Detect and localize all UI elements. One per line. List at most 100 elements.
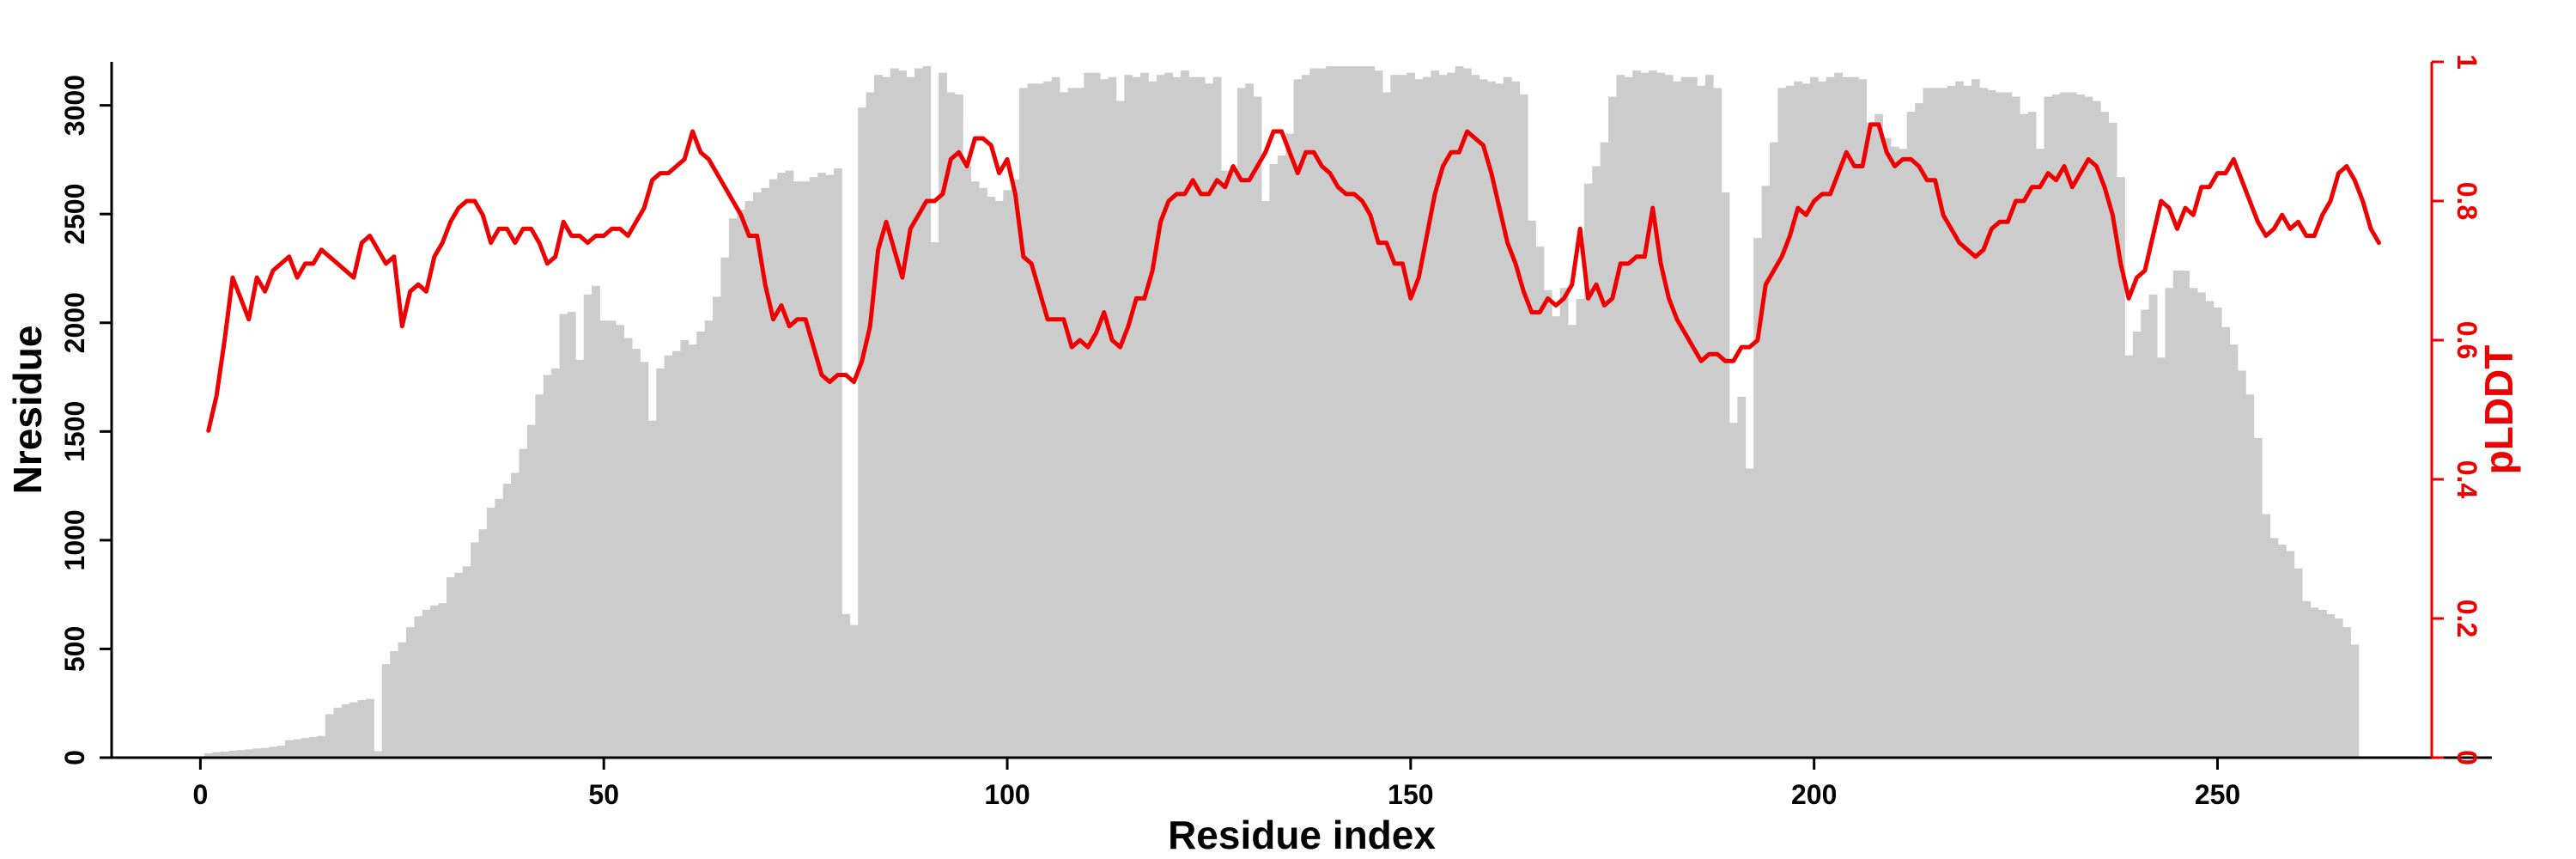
axes: 0 50 100 150 200 2500500100015002000250030000…	[59, 54, 2492, 810]
x-tick-label: 150	[1388, 779, 1433, 810]
residue-bar	[979, 187, 987, 758]
x-tick-label: 0	[192, 779, 208, 810]
residue-bar	[849, 624, 859, 758]
left-y-tick-label: 500	[59, 626, 90, 672]
residue-bar	[2293, 568, 2303, 758]
residue-bar	[2165, 288, 2174, 758]
residue-bar	[1543, 289, 1552, 758]
residue-bar	[1777, 88, 1787, 758]
residue-bar	[1632, 70, 1642, 758]
residue-bar	[2148, 294, 2158, 758]
residue-bar	[414, 616, 423, 758]
residue-bar	[212, 752, 222, 758]
residue-bar	[2229, 344, 2239, 758]
residue-bar	[381, 664, 391, 758]
residue-bar	[1115, 101, 1125, 758]
residue-bar	[2060, 92, 2069, 758]
residue-bar	[228, 750, 238, 758]
residue-bar	[583, 294, 592, 758]
residue-bar	[1462, 68, 1472, 758]
residue-bar	[1971, 79, 1980, 758]
residue-bar	[405, 627, 415, 758]
residue-bar	[1229, 170, 1238, 758]
residue-bar	[2036, 149, 2044, 758]
residue-bar	[769, 179, 778, 758]
residue-bar	[1906, 112, 1916, 758]
x-tick-label: 250	[2195, 779, 2240, 810]
residue-bar	[834, 168, 842, 758]
residue-bar	[2124, 355, 2134, 758]
residue-bar	[1801, 83, 1811, 758]
residue-bar	[1302, 75, 1310, 758]
residue-bar	[1341, 66, 1351, 758]
residue-bar	[1414, 79, 1424, 758]
residue-bar	[2302, 600, 2311, 758]
residue-bar	[2269, 538, 2279, 758]
residue-bar	[737, 210, 746, 758]
residue-bar	[1382, 92, 1391, 758]
left-y-axis-title: Nresidue	[5, 326, 50, 495]
residue-bar	[1842, 76, 1851, 758]
residue-bar	[1060, 92, 1068, 758]
residue-bar	[1996, 92, 2004, 758]
residue-bar	[930, 242, 939, 758]
residue-bar	[1528, 220, 1536, 758]
residue-bar	[1100, 79, 1109, 758]
residue-bar	[1447, 72, 1455, 758]
residue-bar	[1834, 72, 1843, 758]
residue-bar	[2253, 437, 2263, 758]
residue-bar	[1309, 68, 1319, 758]
residue-bar	[478, 529, 488, 758]
residue-bar	[1479, 79, 1488, 758]
residue-bar	[1858, 79, 1868, 758]
residue-bar	[2117, 177, 2125, 758]
residue-bar	[1261, 201, 1270, 758]
residue-bar	[1148, 81, 1157, 758]
residue-bar	[1616, 75, 1625, 758]
residue-bar	[1221, 170, 1230, 758]
residue-bar	[446, 576, 455, 758]
residue-bar	[1890, 146, 1899, 758]
residue-bar	[616, 325, 625, 758]
residue-bar	[430, 605, 439, 758]
residue-bar	[1664, 75, 1674, 758]
residue-bar	[1253, 96, 1262, 758]
residue-bar	[398, 642, 407, 758]
residue-bar	[1721, 192, 1730, 758]
residue-bar	[1438, 75, 1448, 758]
residue-bar	[704, 320, 714, 758]
residue-bar	[2277, 544, 2287, 758]
residue-bar	[1366, 66, 1375, 758]
residue-bar	[809, 177, 818, 758]
residue-bar	[526, 424, 536, 758]
residue-bar	[559, 314, 568, 758]
residue-bar	[1882, 137, 1892, 758]
residue-bar	[1091, 72, 1101, 758]
residue-bar	[841, 613, 851, 758]
residue-bar	[1269, 163, 1279, 758]
residue-bar	[1277, 155, 1286, 758]
residue-bar	[906, 76, 915, 758]
residue-bar	[2238, 370, 2246, 758]
residue-bar	[2108, 122, 2117, 758]
residue-bar	[2221, 326, 2231, 758]
residue-bar	[519, 448, 528, 758]
residue-bar	[2003, 92, 2013, 758]
residue-bar	[696, 331, 706, 758]
residue-bar	[309, 736, 319, 758]
residue-bar	[2286, 551, 2295, 758]
residue-bar	[592, 285, 600, 758]
residue-bar	[1576, 298, 1585, 758]
residue-bar	[2310, 607, 2319, 758]
residue-bar	[333, 707, 343, 758]
x-tick-label: 100	[984, 779, 1030, 810]
residue-bar	[946, 92, 956, 758]
residue-bar	[245, 749, 253, 758]
residue-bar	[1809, 76, 1819, 758]
residue-bar	[575, 359, 585, 758]
residue-bar	[1608, 96, 1617, 758]
residue-bar	[672, 350, 681, 758]
right-y-tick-label: 0.2	[2451, 600, 2482, 637]
residue-bar	[713, 296, 721, 758]
residue-bar	[1697, 85, 1706, 758]
